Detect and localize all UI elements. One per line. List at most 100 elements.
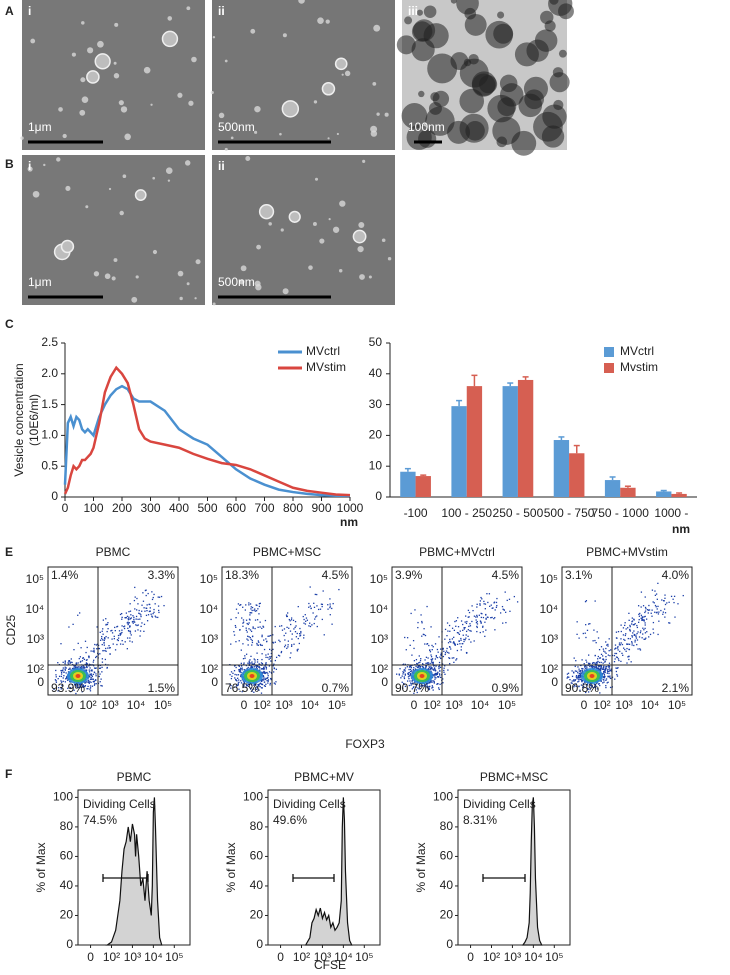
event-dot: [607, 671, 609, 673]
event-dot: [657, 582, 659, 585]
event-dot: [476, 630, 478, 633]
event-dot: [73, 667, 75, 669]
event-dot: [237, 684, 239, 686]
event-dot: [280, 650, 283, 653]
particle: [165, 167, 173, 174]
event-dot: [259, 686, 261, 688]
y-tick-label: 0: [381, 675, 388, 689]
event-dot: [442, 648, 444, 650]
event-dot: [247, 662, 249, 664]
event-dot: [485, 618, 487, 620]
event-dot: [250, 608, 252, 610]
event-dot: [332, 602, 334, 605]
event-dot: [606, 672, 608, 674]
event-dot: [255, 604, 257, 606]
annotation: Dividing Cells: [463, 797, 536, 811]
event-dot: [261, 687, 263, 689]
event-dot: [609, 669, 612, 671]
event-dot: [632, 632, 634, 634]
event-dot: [230, 671, 233, 673]
event-dot: [432, 689, 434, 691]
x-unit: nm: [340, 515, 358, 529]
event-dot: [256, 665, 259, 667]
event-dot: [286, 647, 288, 650]
event-dot: [265, 656, 267, 659]
bar: [553, 440, 570, 497]
event-dot: [585, 600, 588, 602]
event-dot: [479, 603, 481, 605]
y-tick-label: 0: [37, 675, 44, 689]
event-dot: [259, 643, 262, 646]
event-dot: [579, 678, 582, 681]
event-dot: [451, 627, 454, 629]
event-dot: [250, 662, 252, 664]
event-dot: [88, 669, 90, 671]
event-dot: [589, 687, 591, 689]
histogram: [304, 797, 353, 946]
event-dot: [102, 628, 104, 630]
event-dot: [626, 643, 628, 645]
legend-label: MVctrl: [620, 344, 654, 358]
event-dot: [247, 635, 249, 637]
event-dot: [582, 686, 584, 689]
event-dot: [242, 658, 245, 660]
particle: [526, 39, 549, 62]
event-dot: [585, 684, 588, 686]
event-dot: [608, 662, 611, 664]
event-dot: [119, 634, 121, 636]
event-dot: [254, 610, 256, 612]
event-dot: [89, 680, 91, 683]
event-dot: [584, 667, 587, 669]
x-tick-label: 0: [241, 698, 248, 712]
event-dot: [579, 670, 582, 672]
event-dot: [651, 589, 654, 591]
event-dot: [154, 603, 156, 605]
event-dot: [636, 639, 639, 641]
event-dot: [70, 658, 72, 660]
event-dot: [274, 641, 276, 643]
event-dot: [241, 617, 243, 619]
event-dot: [664, 612, 667, 614]
event-dot: [505, 611, 507, 613]
event-dot: [79, 684, 82, 686]
event-dot: [581, 659, 583, 661]
event-dot: [294, 631, 297, 633]
x-tick-label: 0: [277, 950, 284, 964]
event-dot: [163, 604, 165, 607]
particle: [177, 270, 184, 277]
quadrant-value: 18.3%: [225, 568, 259, 582]
event-dot: [620, 660, 622, 663]
event-dot: [509, 610, 511, 612]
event-dot: [422, 667, 425, 669]
y-tick-label: 40: [60, 878, 74, 892]
event-dot: [421, 622, 423, 624]
event-dot: [578, 678, 580, 681]
y-tick-label: 10⁴: [369, 602, 388, 616]
event-dot: [595, 666, 597, 668]
quadrant-value: 76.5%: [225, 681, 259, 695]
event-dot: [134, 630, 137, 632]
event-dot: [642, 619, 644, 621]
event-dot: [629, 638, 631, 640]
event-dot: [75, 683, 77, 686]
event-dot: [94, 643, 96, 646]
micrograph-label: i: [28, 159, 31, 173]
event-dot: [448, 652, 450, 654]
event-dot: [616, 656, 619, 659]
event-dot: [414, 681, 416, 684]
event-dot: [463, 627, 465, 629]
event-dot: [290, 645, 293, 647]
event-dot: [247, 623, 249, 626]
event-dot: [583, 685, 585, 688]
x-tick-label: 10⁵: [545, 950, 563, 964]
event-dot: [604, 670, 606, 672]
x-tick-label: 0: [581, 698, 588, 712]
event-dot: [444, 652, 447, 654]
event-dot: [600, 667, 602, 670]
event-dot: [316, 605, 318, 607]
event-dot: [425, 662, 427, 665]
micrograph-label: ii: [218, 4, 225, 18]
event-dot: [604, 651, 606, 653]
event-dot: [586, 668, 588, 670]
event-dot: [129, 630, 132, 632]
